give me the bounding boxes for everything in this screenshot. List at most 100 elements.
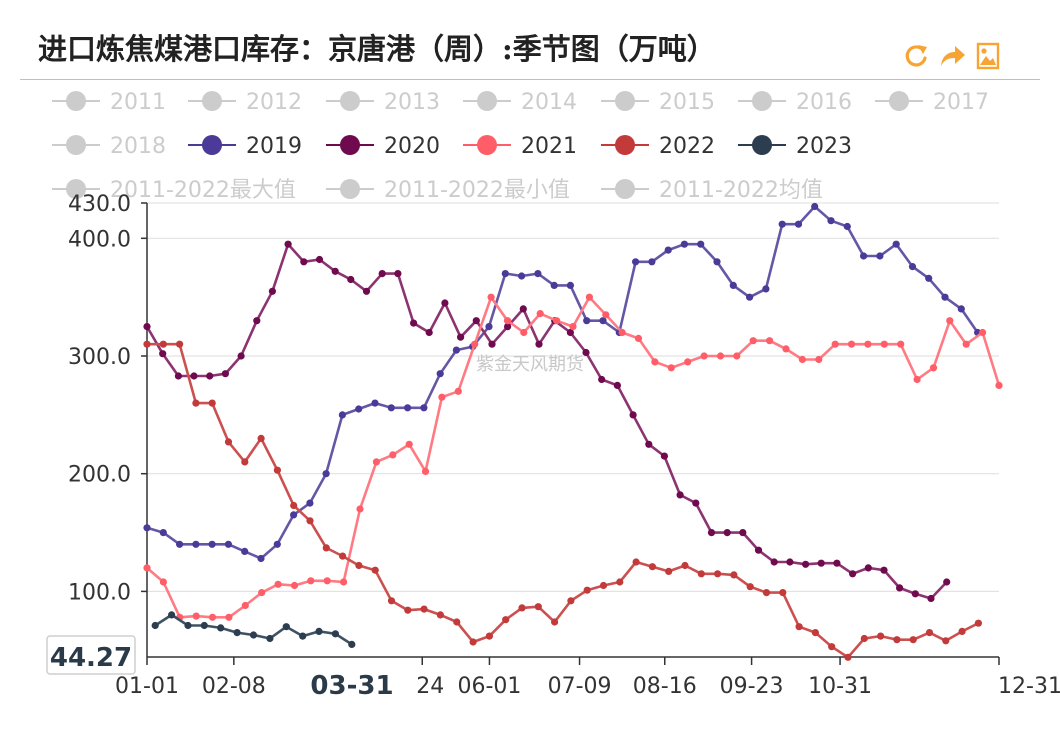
data-point-2020-31[interactable] — [629, 411, 637, 419]
data-point-2022-48[interactable] — [925, 629, 934, 637]
data-point-2022-2[interactable] — [176, 340, 184, 348]
legend-item-2021[interactable]: 2021 — [463, 134, 577, 159]
data-point-2022-16[interactable] — [404, 606, 412, 614]
data-point-2021-14[interactable] — [372, 458, 380, 466]
data-point-2021-42[interactable] — [831, 340, 839, 348]
data-point-2019-1[interactable] — [159, 529, 167, 537]
data-point-2021-12[interactable] — [340, 578, 348, 586]
data-point-2020-2[interactable] — [174, 372, 182, 380]
data-point-2023-10[interactable] — [315, 627, 323, 636]
data-point-2020-51[interactable] — [943, 578, 951, 586]
data-point-2021-29[interactable] — [618, 328, 626, 337]
data-point-2022-31[interactable] — [648, 563, 657, 571]
data-point-2019-23[interactable] — [518, 272, 526, 280]
data-point-2023-0[interactable] — [151, 621, 159, 630]
data-point-2022-1[interactable] — [159, 340, 167, 348]
refresh-icon[interactable] — [900, 40, 932, 72]
data-point-2020-13[interactable] — [347, 275, 355, 284]
data-point-2023-8[interactable] — [282, 623, 290, 631]
data-point-2022-33[interactable] — [681, 561, 689, 570]
data-point-2019-7[interactable] — [257, 554, 265, 563]
data-point-2021-35[interactable] — [716, 352, 725, 360]
data-point-2020-28[interactable] — [582, 348, 590, 357]
data-point-2021-44[interactable] — [864, 340, 872, 348]
data-point-2021-40[interactable] — [798, 355, 807, 364]
data-point-2020-22[interactable] — [488, 340, 496, 348]
data-point-2021-30[interactable] — [634, 334, 643, 342]
data-point-2019-15[interactable] — [387, 404, 395, 412]
data-point-2022-27[interactable] — [583, 586, 591, 594]
data-point-2021-34[interactable] — [700, 352, 708, 360]
data-point-2021-15[interactable] — [389, 451, 397, 459]
data-point-2021-9[interactable] — [290, 581, 299, 590]
data-point-2019-28[interactable] — [599, 317, 607, 325]
data-point-2020-24[interactable] — [519, 305, 527, 313]
data-point-2020-35[interactable] — [692, 499, 700, 507]
data-point-2019-30[interactable] — [632, 258, 640, 266]
data-point-2022-42[interactable] — [828, 643, 836, 651]
data-point-2020-40[interactable] — [770, 558, 778, 566]
data-point-2022-32[interactable] — [665, 567, 673, 576]
data-point-2022-30[interactable] — [632, 558, 640, 566]
data-point-2022-40[interactable] — [795, 623, 803, 631]
data-point-2019-41[interactable] — [811, 202, 819, 211]
data-point-2021-31[interactable] — [651, 358, 659, 366]
data-point-2019-35[interactable] — [713, 258, 721, 266]
data-point-2022-34[interactable] — [697, 570, 705, 578]
data-point-2020-32[interactable] — [645, 440, 653, 448]
data-point-2021-18[interactable] — [438, 393, 446, 401]
data-point-2019-42[interactable] — [827, 217, 835, 225]
data-point-2020-39[interactable] — [754, 546, 763, 554]
data-point-2019-45[interactable] — [876, 252, 884, 260]
data-point-2020-37[interactable] — [723, 529, 731, 537]
data-point-2021-8[interactable] — [274, 580, 282, 588]
data-point-2019-31[interactable] — [648, 258, 656, 266]
data-point-2022-35[interactable] — [714, 570, 722, 578]
data-point-2022-12[interactable] — [339, 552, 347, 560]
data-point-2022-21[interactable] — [485, 632, 493, 640]
data-point-2023-12[interactable] — [348, 640, 356, 649]
data-point-2019-26[interactable] — [566, 281, 575, 289]
data-point-2022-10[interactable] — [306, 517, 314, 525]
data-point-2019-40[interactable] — [794, 220, 803, 228]
legend-item-2016[interactable]: 2016 — [738, 90, 852, 115]
data-point-2022-39[interactable] — [779, 589, 787, 597]
data-point-2022-17[interactable] — [420, 605, 428, 613]
data-point-2023-1[interactable] — [168, 611, 176, 619]
data-point-2021-16[interactable] — [405, 440, 413, 448]
data-point-2019-46[interactable] — [892, 240, 900, 248]
data-point-2021-48[interactable] — [929, 364, 938, 372]
data-point-2020-7[interactable] — [253, 317, 261, 325]
data-point-2022-0[interactable] — [143, 340, 151, 348]
data-point-2022-29[interactable] — [616, 578, 624, 586]
data-point-2019-33[interactable] — [680, 240, 689, 248]
data-point-2020-11[interactable] — [315, 255, 324, 264]
legend-item-2023[interactable]: 2023 — [738, 134, 852, 159]
data-point-2020-5[interactable] — [221, 370, 229, 378]
data-point-2020-33[interactable] — [660, 452, 669, 460]
data-point-2023-7[interactable] — [266, 634, 274, 643]
data-point-2019-19[interactable] — [452, 346, 460, 354]
data-point-2021-23[interactable] — [520, 328, 528, 337]
data-point-2022-25[interactable] — [551, 618, 559, 626]
legend-item-2011-2022[interactable]: 2011-2022最小值 — [326, 178, 570, 203]
legend-item-2018[interactable]: 2018 — [52, 134, 166, 159]
data-point-2019-32[interactable] — [664, 246, 672, 254]
data-point-2019-17[interactable] — [420, 404, 428, 412]
data-point-2020-14[interactable] — [362, 287, 371, 295]
data-point-2019-6[interactable] — [241, 547, 249, 556]
data-point-2021-33[interactable] — [684, 358, 692, 366]
data-point-2019-27[interactable] — [583, 317, 591, 325]
data-point-2021-47[interactable] — [913, 375, 921, 384]
legend-item-2011-2022[interactable]: 2011-2022最大值 — [52, 178, 296, 203]
data-point-2019-22[interactable] — [501, 270, 509, 278]
data-point-2021-45[interactable] — [880, 340, 888, 348]
data-point-2022-3[interactable] — [192, 399, 200, 407]
data-point-2021-26[interactable] — [569, 323, 577, 331]
data-point-2022-11[interactable] — [322, 544, 330, 552]
share-icon[interactable] — [936, 40, 968, 72]
data-point-2022-49[interactable] — [942, 637, 950, 645]
data-point-2021-27[interactable] — [585, 293, 594, 301]
data-point-2022-38[interactable] — [762, 589, 771, 597]
data-point-2022-4[interactable] — [208, 399, 216, 407]
